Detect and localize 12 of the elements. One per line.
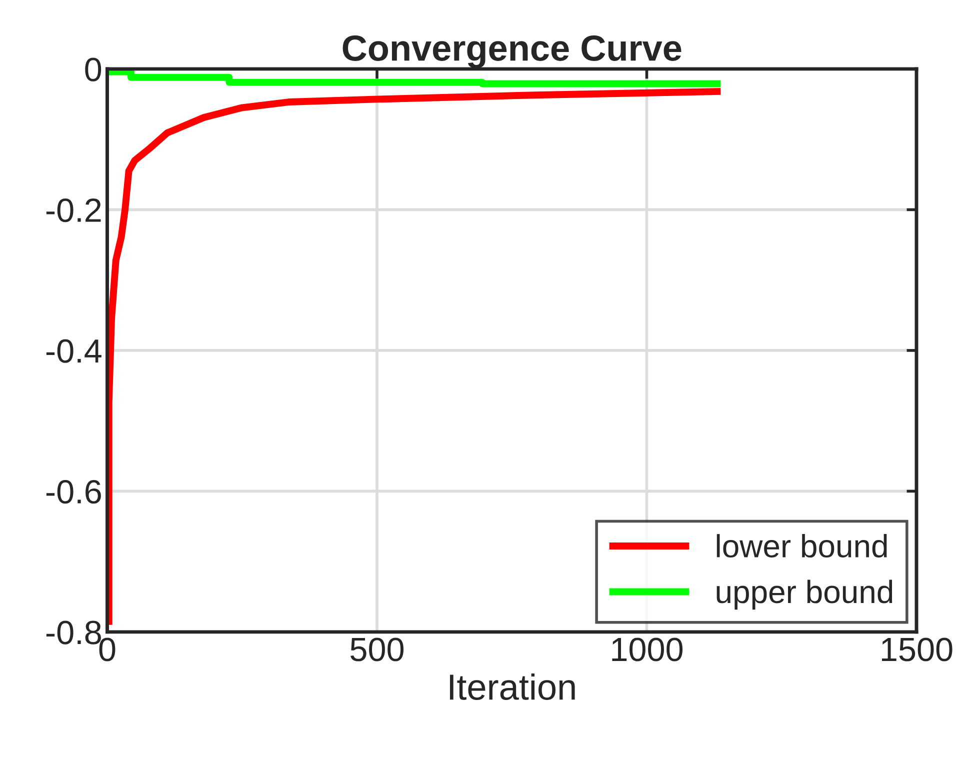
chart-title: Convergence Curve [342, 35, 682, 68]
x-axis-title: Iteration [450, 673, 575, 700]
y-tick-label: 0 [85, 58, 102, 82]
y-tick-label: -0.8 [46, 620, 101, 644]
legend-label: upper bound [716, 580, 892, 610]
x-tick-label: 1000 [612, 638, 683, 662]
x-tick-label: 1500 [882, 638, 952, 662]
legend-label: lower bound [716, 534, 887, 558]
x-tick-label: 500 [350, 638, 404, 662]
y-tick-label: -0.4 [46, 339, 102, 363]
y-tick-label: -0.6 [46, 480, 101, 504]
y-tick-label: -0.2 [46, 198, 101, 222]
